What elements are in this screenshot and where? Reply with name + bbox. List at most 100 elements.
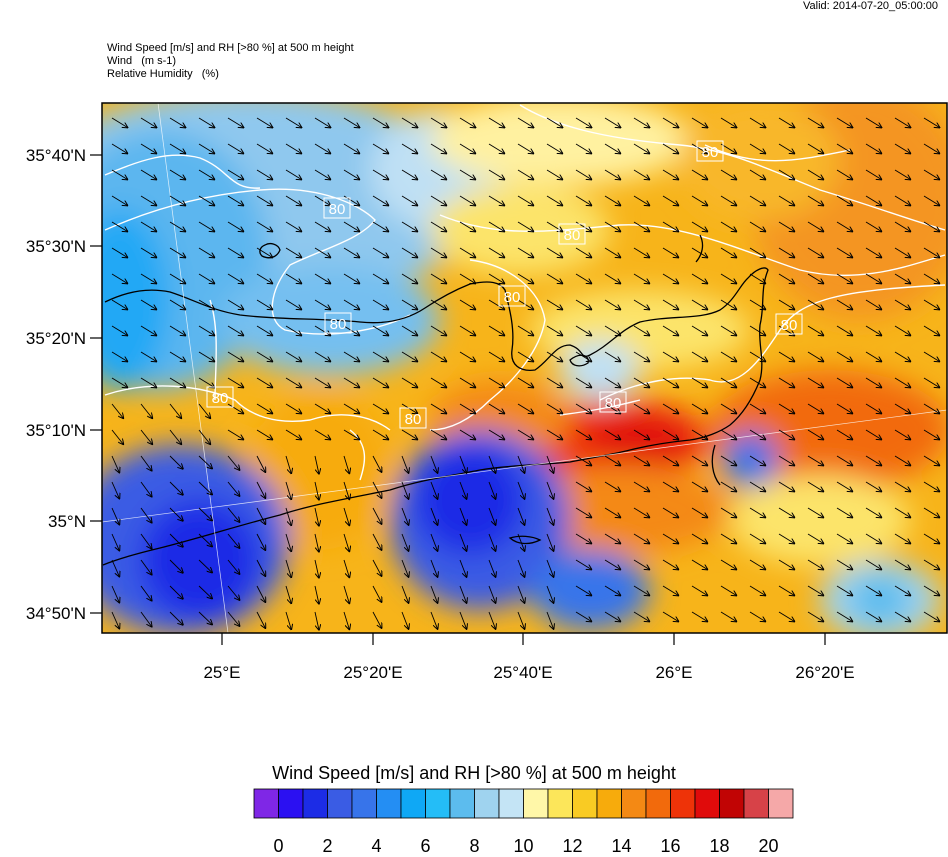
wind-arrow — [314, 585, 319, 604]
graticule — [102, 103, 947, 633]
wind-arrow — [546, 403, 562, 413]
wind-arrow — [285, 221, 301, 231]
wind-arrow — [111, 143, 127, 153]
wind-arrow — [401, 507, 409, 525]
wind-arrow — [778, 585, 794, 595]
lat-label: 35°10'N — [26, 421, 86, 440]
wind-arrow — [372, 533, 382, 550]
contour-label: 80 — [405, 411, 422, 428]
wind-arrow — [488, 455, 496, 473]
wind-arrow — [517, 195, 533, 205]
rh-contour-labels: 80 80 80 80 80 80 80 80 80 — [206, 140, 803, 429]
lon-label: 26°E — [655, 663, 692, 682]
wind-arrow — [430, 507, 438, 525]
wind-arrow — [314, 351, 330, 361]
colorbar-swatch — [596, 788, 622, 819]
wind-arrow — [720, 403, 736, 413]
wind-arrow — [546, 221, 562, 231]
wind-arrow — [459, 299, 475, 309]
wind-arrow — [720, 247, 736, 257]
wind-arrow — [517, 429, 533, 439]
wind-arrow — [517, 299, 533, 309]
wind-arrow — [314, 429, 330, 439]
wind-arrow — [343, 325, 359, 335]
wind-arrow — [604, 377, 620, 387]
wind-arrow — [575, 273, 591, 283]
wind-arrow — [633, 351, 649, 361]
wind-arrow — [401, 533, 409, 551]
wind-arrow — [256, 611, 265, 628]
colorbar-tick-label: 0 — [273, 836, 284, 856]
contour-label-box — [323, 197, 351, 219]
wind-arrow — [488, 611, 496, 629]
wind-arrow — [517, 351, 533, 361]
wind-arrow — [285, 325, 301, 335]
wind-arrow — [430, 429, 446, 439]
wind-arrow — [749, 195, 765, 205]
wind-arrow — [198, 481, 212, 494]
wind-arrow — [778, 221, 794, 231]
wind-arrow — [923, 299, 939, 309]
wind-arrow — [459, 143, 475, 153]
wind-arrow — [691, 533, 707, 543]
wind-arrow — [227, 195, 243, 205]
lon-label: 25°40'E — [493, 663, 552, 682]
wind-arrow — [343, 559, 349, 577]
wind-arrow — [227, 351, 243, 361]
wind-arrow — [865, 247, 881, 257]
wind-arrow — [749, 403, 765, 413]
wind-arrow — [256, 585, 265, 602]
wind-arrow — [662, 559, 678, 569]
wind-arrow — [314, 559, 319, 578]
wind-arrow — [285, 507, 291, 525]
colorbar-swatch — [768, 788, 794, 819]
wind-arrow — [430, 247, 446, 257]
wind-arrow — [256, 481, 265, 498]
wind-arrow — [923, 559, 939, 569]
wind-arrow — [372, 507, 382, 524]
contour-label: 80 — [329, 201, 346, 218]
wind-arrow — [720, 429, 736, 439]
wind-arrow — [343, 429, 359, 439]
contour-label-box — [775, 313, 803, 335]
wind-arrow — [430, 585, 438, 603]
wind-arrow — [923, 377, 939, 387]
wind-arrow — [604, 429, 620, 439]
wind-arrow — [459, 377, 475, 387]
wind-arrow — [662, 325, 678, 335]
wind-arrow — [430, 221, 446, 231]
wind-arrow — [372, 143, 388, 153]
wind-arrow — [488, 429, 504, 439]
wind-arrow — [314, 299, 330, 309]
wind-arrow — [778, 195, 794, 205]
wind-arrow — [807, 611, 823, 621]
wind-arrow — [807, 481, 823, 491]
wind-arrow — [662, 221, 678, 231]
wind-arrow — [372, 481, 382, 498]
wind-arrow — [314, 247, 330, 257]
wind-arrow — [720, 221, 736, 231]
wind-arrow — [343, 611, 349, 629]
wind-arrow — [749, 429, 765, 439]
wind-arrow — [401, 143, 417, 153]
wind-arrow — [778, 247, 794, 257]
wind-arrow — [749, 585, 765, 595]
colorbar — [253, 788, 794, 819]
wind-arrow — [343, 117, 359, 127]
wind-arrow — [401, 429, 417, 439]
wind-arrow — [198, 611, 212, 624]
wind-arrow — [111, 507, 119, 524]
wind-arrow — [111, 195, 127, 205]
wind-arrow — [372, 429, 388, 439]
wind-arrow — [111, 533, 119, 550]
colorbar-tick-label: 4 — [371, 836, 382, 856]
wind-arrow — [140, 221, 156, 231]
wind-arrow — [285, 611, 291, 629]
lat-label: 35°30'N — [26, 237, 86, 256]
wind-arrow — [575, 559, 591, 569]
wind-arrow — [314, 403, 330, 413]
wind-arrow — [633, 169, 649, 179]
wind-arrow — [517, 247, 533, 257]
wind-arrow — [140, 117, 156, 127]
wind-arrow — [169, 429, 181, 444]
